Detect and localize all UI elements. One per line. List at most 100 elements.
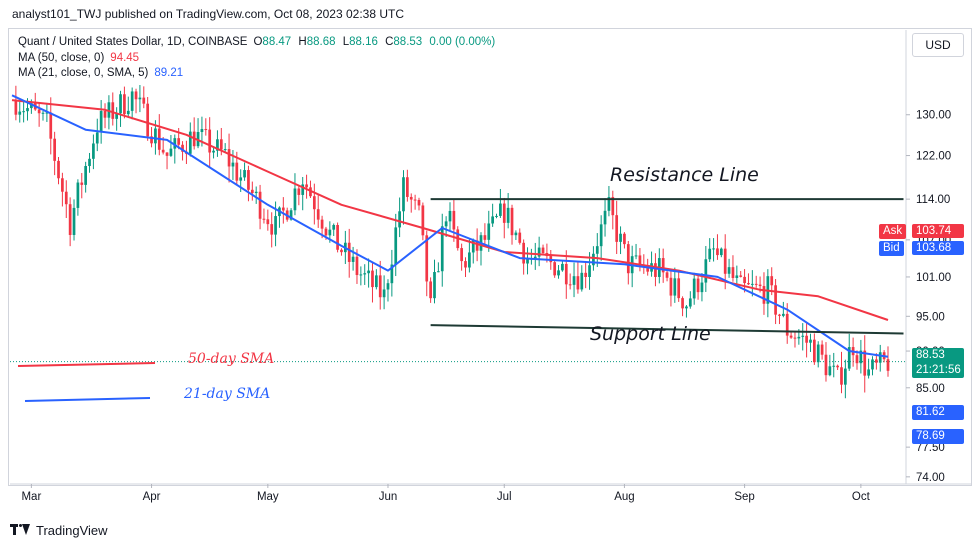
- candle-up: [390, 264, 394, 284]
- candle-down: [111, 102, 115, 119]
- candle-up: [844, 368, 847, 385]
- candle-up: [572, 276, 576, 285]
- candle-down: [134, 91, 138, 100]
- candle-down: [716, 248, 719, 256]
- candle-down: [475, 240, 479, 251]
- candle-down: [181, 144, 184, 152]
- candle-down: [208, 129, 212, 153]
- ma50-row[interactable]: MA (50, close, 0) 94.45: [18, 51, 495, 67]
- sma50-sample-line: [17, 362, 156, 367]
- candle-down: [258, 191, 262, 219]
- candle-up: [816, 344, 820, 363]
- candle-down: [836, 365, 839, 368]
- candle-down: [371, 270, 374, 288]
- open-value: 88.47: [262, 36, 292, 48]
- candle-down: [464, 261, 467, 268]
- ma21-row[interactable]: MA (21, close, 0, SMA, 5) 89.21: [18, 66, 495, 82]
- candle-up: [433, 272, 436, 299]
- candle-up: [592, 253, 595, 266]
- candle-up: [126, 110, 130, 115]
- candle-up: [382, 289, 386, 298]
- candle-down: [541, 247, 545, 253]
- ask-value: 103.74: [912, 224, 964, 238]
- candle-up: [499, 203, 502, 216]
- candle-up: [332, 225, 336, 230]
- moving-averages: [11, 94, 889, 358]
- candle-down: [150, 136, 153, 144]
- candle-down: [57, 160, 60, 179]
- candle-down: [805, 335, 808, 343]
- candle-up: [847, 347, 851, 369]
- candle-down: [347, 242, 351, 262]
- y-tick-label: 74.00: [916, 472, 945, 484]
- candle-up: [712, 248, 715, 250]
- candle-up: [580, 272, 584, 290]
- candle-up: [138, 97, 142, 100]
- candle-down: [270, 224, 274, 235]
- candle-down: [661, 258, 665, 273]
- candle-down: [774, 285, 777, 315]
- candle-up: [468, 252, 471, 268]
- candle-up: [557, 270, 560, 276]
- sma21-sample-line: [24, 397, 151, 402]
- ohlc: O88.47 H88.68 L88.16 C88.53 0.00 (0.00%): [253, 35, 495, 51]
- candle-up: [692, 278, 696, 299]
- candle-down: [37, 109, 41, 114]
- candle-down: [855, 355, 859, 364]
- candle-down: [146, 103, 150, 137]
- candle-up: [289, 210, 293, 220]
- candle-up: [119, 94, 122, 114]
- candle-up: [685, 306, 688, 309]
- footer[interactable]: TradingView: [10, 520, 108, 540]
- candle-up: [440, 226, 444, 272]
- ask-label: Ask: [879, 224, 907, 239]
- candle-down: [266, 219, 270, 225]
- candle-up: [750, 283, 754, 285]
- y-tick-label: 77.50: [916, 442, 945, 454]
- x-tick-label: Apr: [143, 491, 161, 503]
- currency-button[interactable]: USD: [912, 33, 964, 57]
- candle-down: [305, 184, 308, 188]
- last-price-value: 88.53: [916, 349, 945, 361]
- candle-up: [367, 270, 370, 274]
- x-tick-label: May: [257, 491, 279, 503]
- open-label: O: [253, 36, 263, 48]
- candle-up: [76, 182, 80, 208]
- candle-up: [801, 335, 805, 337]
- candle-down: [227, 149, 231, 167]
- candle-up: [41, 112, 45, 114]
- support-line-label: Support Line: [590, 323, 711, 345]
- support-line: [430, 324, 904, 335]
- chart-frame[interactable]: [8, 28, 972, 486]
- x-tick-label: Aug: [614, 491, 634, 503]
- publisher-bar: analyst101_TWJ published on TradingView.…: [0, 0, 980, 28]
- candle-down: [219, 139, 223, 150]
- candle-down: [452, 210, 456, 230]
- candle-up: [797, 336, 801, 339]
- candle-down: [123, 94, 126, 115]
- trendlines: [430, 198, 904, 335]
- candle-up: [18, 111, 22, 115]
- candle-up: [115, 113, 119, 119]
- candle-up: [828, 366, 832, 376]
- candle-up: [634, 255, 638, 257]
- candle-down: [142, 97, 146, 104]
- candle-down: [758, 284, 762, 287]
- candle-down: [754, 283, 758, 285]
- candle-down: [584, 272, 588, 277]
- candle-down: [165, 152, 169, 156]
- y-tick-label: 122.00: [916, 151, 951, 163]
- candle-down: [483, 235, 487, 240]
- candle-down: [409, 196, 413, 200]
- candle-down: [576, 276, 580, 290]
- candle-up: [394, 227, 398, 265]
- candle-down: [336, 225, 339, 250]
- candle-down: [611, 197, 615, 216]
- candle-down: [875, 359, 878, 363]
- candle-down: [80, 182, 84, 185]
- candle-up: [514, 232, 518, 236]
- y-tick-label: 130.00: [916, 110, 951, 122]
- x-tick-label: Jun: [379, 491, 398, 503]
- footer-brand: TradingView: [36, 522, 108, 538]
